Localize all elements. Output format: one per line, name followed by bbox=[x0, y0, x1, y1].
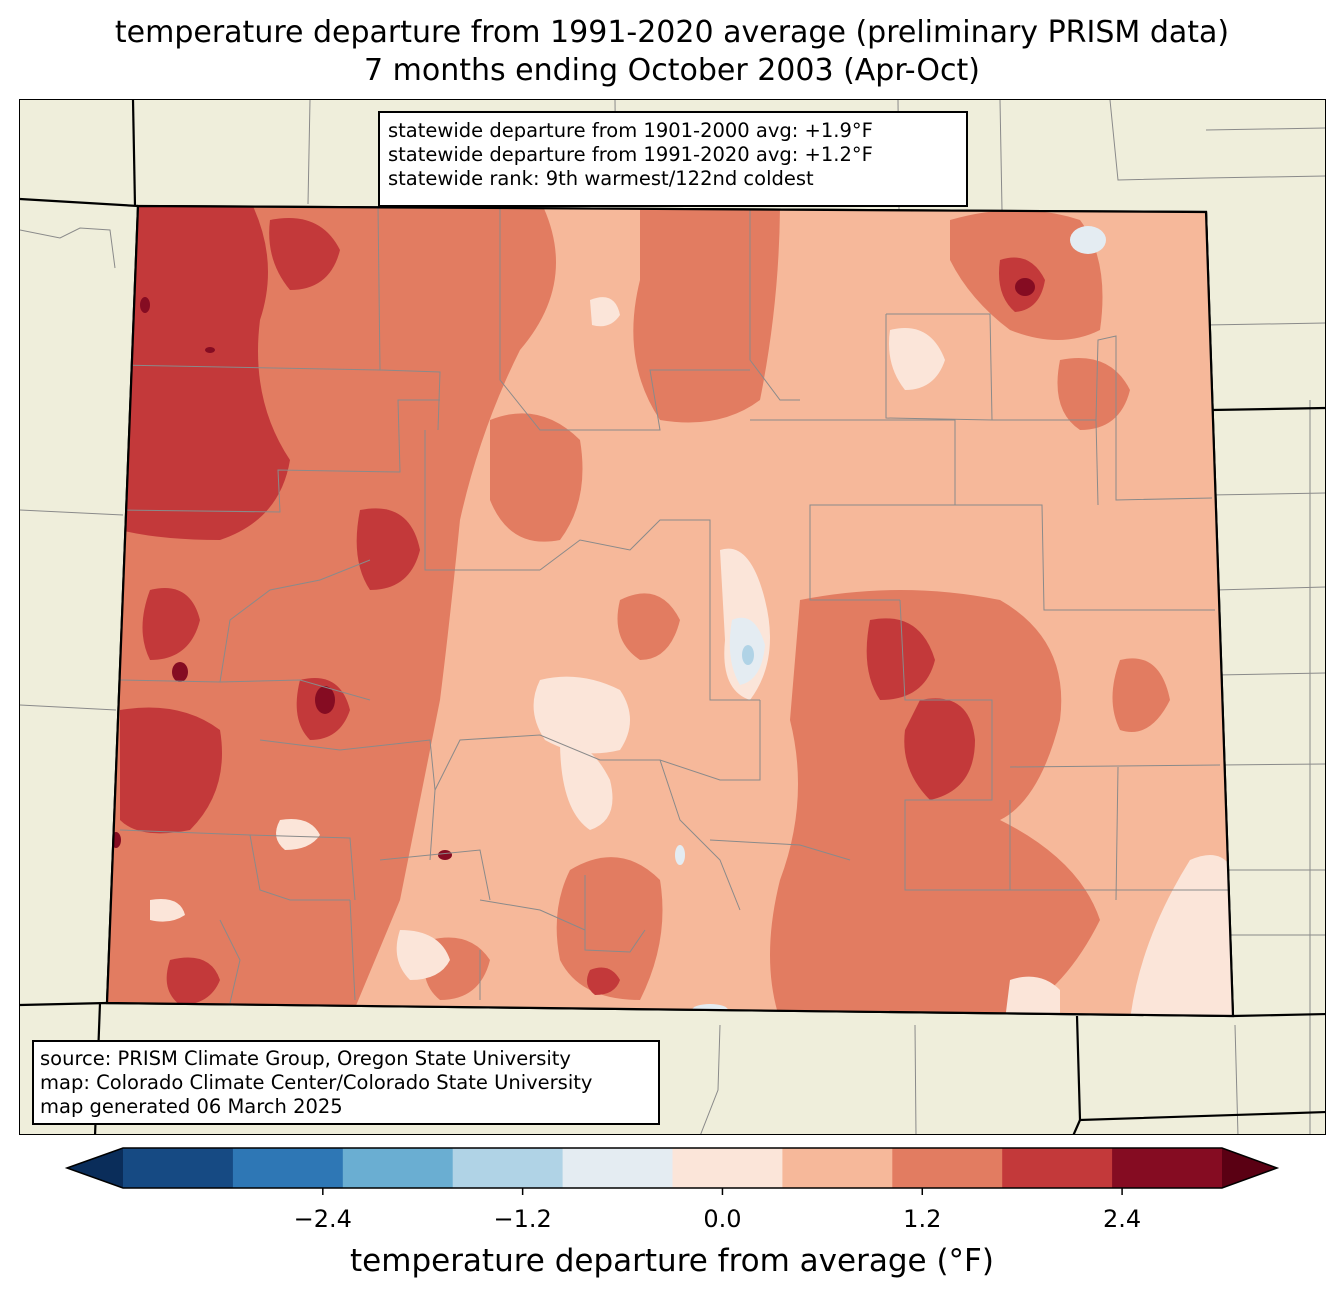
colorbar-segment bbox=[342, 1148, 454, 1188]
colorbar-segment bbox=[892, 1148, 1003, 1188]
colorbar-segment bbox=[562, 1148, 673, 1188]
map-title-line-2: 7 months ending October 2003 (Apr-Oct) bbox=[364, 53, 980, 88]
county-lines bbox=[119, 206, 1233, 1004]
stats-departure-1991-2020: statewide departure from 1991-2020 avg: … bbox=[388, 143, 873, 166]
colorbar-tick-label: −1.2 bbox=[493, 1205, 552, 1233]
source-box: source: PRISM Climate Group, Oregon Stat… bbox=[32, 1040, 660, 1125]
colorado-border bbox=[105, 204, 1235, 1018]
colorbar-segment bbox=[123, 1148, 234, 1188]
colorbar-segment bbox=[782, 1148, 893, 1188]
colorbar-tick-label: 1.2 bbox=[903, 1205, 942, 1233]
stats-rank: statewide rank: 9th warmest/122nd coldes… bbox=[388, 167, 814, 190]
colorbar-under-arrow bbox=[67, 1148, 123, 1188]
map-title-line-1: temperature departure from 1991-2020 ave… bbox=[114, 15, 1230, 50]
colorbar-segment bbox=[672, 1148, 783, 1188]
colorbar-label: temperature departure from average (°F) bbox=[350, 1243, 994, 1279]
colorbar-over-arrow bbox=[1222, 1148, 1277, 1188]
colorado-temperature-map bbox=[20, 100, 1325, 1134]
colorbar-segment bbox=[1112, 1148, 1223, 1188]
colorbar-outline bbox=[64, 1147, 1280, 1189]
stats-departure-1901-2000: statewide departure from 1901-2000 avg: … bbox=[388, 119, 873, 142]
colorbar-segment bbox=[452, 1148, 564, 1188]
generated-date-line: map generated 06 March 2025 bbox=[40, 1095, 343, 1118]
temperature-field bbox=[107, 206, 1233, 1016]
colorbar-segment bbox=[232, 1148, 344, 1188]
map-credit-line: map: Colorado Climate Center/Colorado St… bbox=[40, 1071, 593, 1094]
colorbar-segments bbox=[64, 1147, 1280, 1189]
map-panel bbox=[19, 99, 1326, 1135]
colorbar-segment bbox=[1002, 1148, 1113, 1188]
statewide-stats-box: statewide departure from 1901-2000 avg: … bbox=[378, 111, 968, 207]
colorbar-tick-label: 0.0 bbox=[703, 1205, 742, 1233]
colorbar-ticks bbox=[322, 1188, 1123, 1195]
colorbar bbox=[64, 1147, 1280, 1195]
colorbar-tick-label: 2.4 bbox=[1102, 1205, 1142, 1233]
source-line: source: PRISM Climate Group, Oregon Stat… bbox=[40, 1047, 571, 1070]
colorbar-tick-label: −2.4 bbox=[293, 1205, 352, 1233]
